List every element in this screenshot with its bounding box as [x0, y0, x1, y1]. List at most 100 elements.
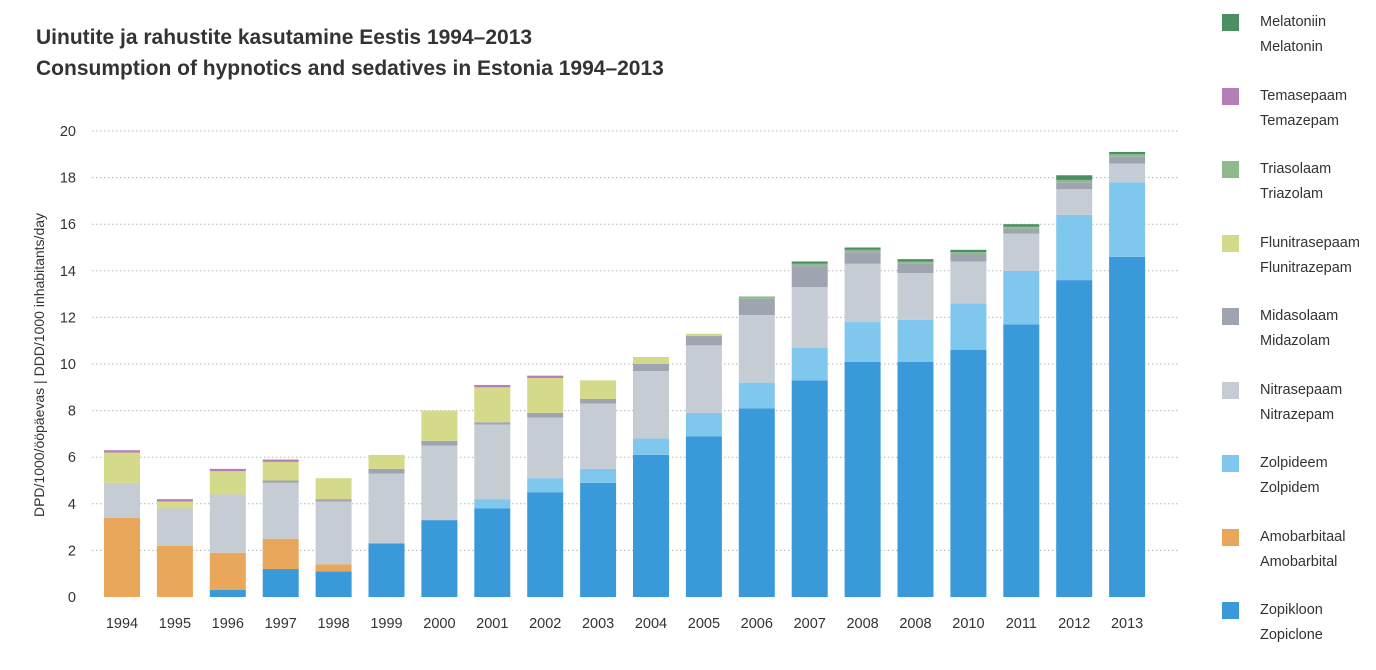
x-tick-label: 2007 — [794, 616, 826, 632]
legend-item: Melatoniin Melatonin — [1222, 8, 1372, 82]
bars — [104, 151, 1146, 597]
bar-segment — [738, 408, 775, 597]
bar-stack — [1056, 175, 1093, 597]
bar-segment — [527, 377, 564, 413]
bar-segment — [738, 298, 775, 316]
bar-segment — [633, 438, 669, 455]
bar-segment — [633, 454, 669, 597]
bar-segment — [580, 403, 617, 469]
x-tick-label: 2002 — [529, 616, 561, 632]
bar-segment — [474, 422, 511, 425]
bar-segment — [685, 436, 722, 597]
x-tick-label: 2001 — [476, 616, 508, 632]
legend-label: Melatoniin Melatonin — [1260, 10, 1326, 60]
bar-stack — [156, 499, 193, 597]
legend-label-estonian: Nitrasepaam — [1260, 381, 1343, 398]
legend-label-english: Flunitrazepam — [1260, 259, 1352, 276]
legend-label-english: Zopiclone — [1260, 627, 1323, 643]
bar-segment — [1056, 280, 1093, 597]
bar-segment — [527, 412, 564, 418]
bar-segment — [156, 545, 193, 597]
bar-segment — [104, 450, 140, 453]
bar-segment — [262, 482, 299, 539]
legend-label: Triasolaam Triazolam — [1260, 157, 1331, 207]
bar-segment — [633, 364, 669, 371]
bar-segment — [1056, 179, 1093, 183]
bar-segment — [421, 445, 458, 521]
y-tick-label: 2 — [68, 543, 76, 559]
bar-stack — [791, 261, 828, 597]
bar-segment — [1109, 154, 1146, 157]
bar-segment — [580, 380, 617, 399]
bar-segment — [897, 273, 934, 320]
bar-segment — [950, 252, 987, 255]
x-tick-label: 2000 — [423, 616, 455, 632]
bar-segment — [738, 315, 775, 383]
legend-swatch — [1222, 455, 1239, 472]
bar-stack — [315, 478, 352, 597]
y-tick-label: 6 — [68, 450, 76, 466]
bar-segment — [104, 517, 140, 597]
legend-label: Zolpideem Zolpidem — [1260, 451, 1328, 501]
legend-label-english: Zolpidem — [1260, 480, 1320, 496]
bar-segment — [474, 387, 511, 423]
bar-segment — [844, 263, 881, 323]
bar-segment — [209, 552, 246, 591]
bar-segment — [580, 482, 617, 597]
chart-titles: Uinutite ja rahustite kasutamine Eestis … — [36, 22, 664, 84]
bar-segment — [1003, 324, 1040, 597]
bar-stack — [1109, 151, 1146, 597]
bar-segment — [738, 382, 775, 409]
bar-segment — [844, 249, 881, 253]
bar-segment — [897, 361, 934, 597]
bar-stack — [262, 459, 299, 597]
bar-segment — [1003, 228, 1040, 234]
bar-segment — [685, 336, 722, 346]
bar-segment — [791, 261, 828, 264]
legend-item: Nitrasepaam Nitrazepam — [1222, 376, 1372, 450]
bar-segment — [209, 590, 246, 597]
x-tick-label: 2011 — [1006, 616, 1037, 632]
bar-segment — [844, 322, 881, 362]
bar-segment — [209, 471, 246, 495]
bar-segment — [527, 478, 564, 493]
legend-swatch — [1222, 381, 1239, 399]
bar-stack — [368, 454, 405, 597]
x-tick-label: 2008 — [846, 616, 878, 632]
legend-label-english: Midazolam — [1260, 333, 1331, 349]
x-tick-label: 1996 — [212, 616, 244, 632]
bar-segment — [633, 370, 669, 439]
legend-label-english: Nitrazepam — [1260, 406, 1335, 423]
legend-item: Zopikloon Zopiclone — [1222, 596, 1372, 670]
bar-segment — [685, 412, 722, 437]
x-axis-ticks: 1994 1995 1996 1997 1998 1999 2000 2001 2002 2003… — [106, 616, 1143, 632]
bar-segment — [368, 543, 405, 597]
legend-label-english: Triazolam — [1260, 186, 1324, 202]
y-axis-ticks: 0 2 4 6 8 10 12 14 16 18 20 — [60, 124, 76, 606]
legend-label-estonian: Triasolaam — [1260, 161, 1332, 177]
bar-stack — [633, 357, 669, 597]
bar-segment — [791, 287, 828, 348]
legend-swatch — [1222, 87, 1239, 105]
bar-segment — [1109, 156, 1146, 164]
bar-segment — [474, 384, 511, 388]
legend-item: Amobarbitaal Amobarbital — [1222, 523, 1372, 597]
legend-label: Amobarbitaal Amobarbital — [1260, 525, 1345, 575]
legend-label: Zopikloon Zopiclone — [1260, 598, 1323, 648]
bar-segment — [315, 478, 352, 500]
bar-segment — [897, 261, 934, 264]
legend-label-english: Temazepam — [1260, 112, 1339, 129]
x-tick-label: 2013 — [1111, 616, 1143, 632]
x-tick-label: 2012 — [1058, 616, 1090, 632]
legend-label-estonian: Zopikloon — [1260, 602, 1323, 618]
bar-segment — [209, 468, 246, 472]
bar-segment — [104, 482, 140, 518]
bar-segment — [950, 350, 987, 597]
bar-segment — [156, 501, 193, 509]
x-tick-label: 2005 — [688, 616, 720, 632]
y-tick-label: 4 — [68, 497, 76, 513]
bar-segment — [156, 508, 193, 546]
bar-stack — [527, 375, 564, 597]
bar-stack — [209, 468, 246, 597]
bar-segment — [1056, 189, 1093, 215]
